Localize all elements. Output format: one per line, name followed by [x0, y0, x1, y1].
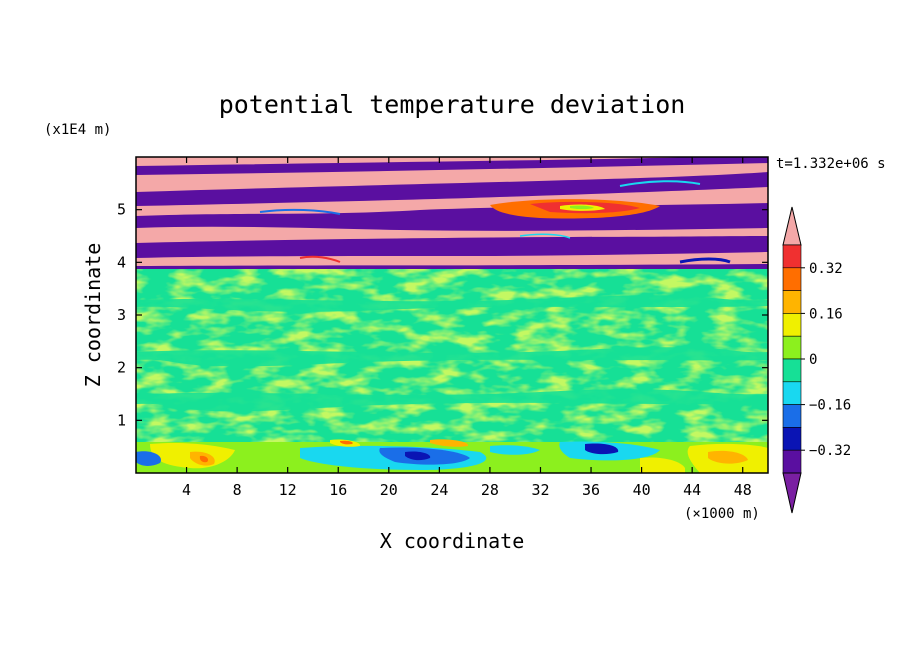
- x-tick-label: 24: [430, 481, 448, 499]
- colorbar-extend-top: [782, 206, 802, 246]
- x-tick-label: 16: [329, 481, 347, 499]
- colorbar-segment: [782, 449, 802, 474]
- y-tick-label: 5: [117, 201, 126, 219]
- chart-title: potential temperature deviation: [219, 90, 686, 119]
- colorbar-segment: [782, 267, 802, 291]
- colorbar-label: −0.32: [809, 443, 851, 459]
- colorbar-segment: [782, 335, 802, 360]
- x-tick-label: 4: [182, 481, 191, 499]
- y-unit-label: (x1E4 m): [44, 122, 111, 138]
- x-axis-label: X coordinate: [380, 529, 525, 553]
- colorbar-segment: [782, 381, 802, 405]
- plot-area: [136, 157, 768, 473]
- x-tick-label: 48: [734, 481, 752, 499]
- x-tick-label: 12: [279, 481, 297, 499]
- x-tick-label: 40: [633, 481, 651, 499]
- y-tick-label: 2: [117, 359, 126, 377]
- x-unit-label: (×1000 m): [684, 506, 760, 522]
- time-label: t=1.332e+06 s: [776, 156, 886, 172]
- x-tick-label: 32: [531, 481, 549, 499]
- y-axis-ticks: 1 2 3 4 5: [117, 201, 768, 429]
- y-tick-label: 1: [117, 411, 126, 429]
- colorbar-label: −0.16: [809, 398, 851, 414]
- x-tick-label: 20: [380, 481, 398, 499]
- y-axis-label: Z coordinate: [81, 243, 105, 388]
- colorbar-segment: [782, 427, 802, 451]
- x-tick-label: 8: [233, 481, 242, 499]
- x-axis-ticks: 4 8 12 16 20 24 28 32 36 40 44 48: [182, 157, 752, 499]
- colorbar-segment: [782, 290, 802, 314]
- colorbar-segment: [782, 404, 802, 428]
- colorbar-extend-bottom: [782, 472, 802, 514]
- x-tick-label: 36: [582, 481, 600, 499]
- y-tick-label: 4: [117, 253, 126, 271]
- x-tick-label: 44: [683, 481, 701, 499]
- y-tick-label: 3: [117, 306, 126, 324]
- colorbar-label: 0.32: [809, 261, 843, 277]
- colorbar-segment: [782, 244, 802, 269]
- colorbar-segment: [782, 358, 802, 383]
- x-tick-label: 28: [481, 481, 499, 499]
- colorbar-label: 0.16: [809, 306, 843, 322]
- colorbar-segment: [782, 313, 802, 337]
- colorbar-label: 0: [809, 352, 817, 368]
- purple-bands: [136, 157, 768, 269]
- colorbar: 0.32 0.16 0 −0.16 −0.32: [782, 206, 851, 514]
